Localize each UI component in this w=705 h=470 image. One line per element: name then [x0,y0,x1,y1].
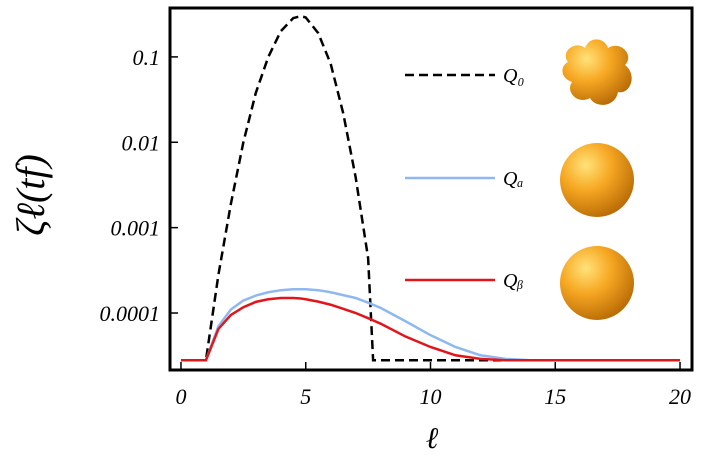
x-tick-label: 5 [300,384,311,409]
legend-label: Q₀ [503,65,524,87]
series-line [180,296,681,362]
legend-label: Qᵦ [503,270,523,292]
y-tick-label: 0.1 [133,45,161,70]
x-tick-label: 10 [420,384,442,409]
series-line [180,287,681,362]
y-axis-label: ζℓ(tf) [8,154,53,236]
deformed-shape-icon [562,39,632,105]
sphere-icon [560,143,634,217]
y-tick-label: 0.01 [122,130,161,155]
y-tick-label: 0.0001 [100,301,161,326]
series-line [180,14,681,362]
x-tick-label: 20 [669,384,691,409]
x-axis-label: ℓ [426,422,439,455]
y-tick-label: 0.001 [111,216,161,241]
sphere-icon [560,246,634,320]
x-tick-label: 15 [544,384,566,409]
legend-label: Qₐ [503,168,523,190]
x-tick-label: 0 [175,384,186,409]
